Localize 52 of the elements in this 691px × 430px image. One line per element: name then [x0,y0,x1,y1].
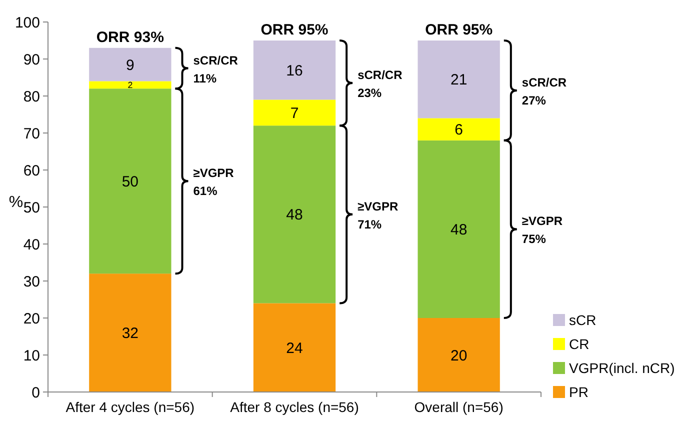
legend-label: sCR [569,312,596,328]
bar [89,88,172,274]
annotation: ORR 95% [425,22,493,38]
y-tick-label: 60 [23,162,40,180]
bar [418,118,500,140]
x-tick-label: After 8 cycles (n=56) [230,399,359,415]
y-axis-title: % [8,194,24,211]
data-label: 48 [450,221,468,238]
annotation: ORR 93% [96,28,164,46]
y-tick-label: 40 [23,236,40,254]
y-tick-label: 0 [32,384,40,402]
annotation: sCR/CR 23% [358,68,403,100]
y-tick-label: 70 [23,125,40,142]
y-tick-label: 20 [23,310,40,328]
bar [253,40,336,100]
x-tick-label: Overall (n=56) [414,399,504,415]
data-label: 21 [450,72,468,89]
data-label: 24 [286,340,303,357]
y-tick-label: 80 [23,88,40,106]
data-label: 7 [290,104,299,122]
legend-label: CR [569,336,590,352]
data-label: 6 [454,122,464,139]
bar [253,100,336,126]
data-label: 48 [286,206,303,224]
y-tick-label: 10 [23,347,40,364]
y-tick-label: 30 [23,273,40,290]
data-label: 9 [126,56,134,74]
bar [418,318,500,392]
x-tick-label: After 4 cycles (n=56) [66,399,195,415]
bar [89,48,172,82]
y-tick-label: 100 [14,14,40,32]
y-tick-label: 50 [23,199,40,216]
y-tick-label: 90 [23,51,40,68]
annotation: sCR/CR 27% [522,75,567,108]
bar [89,81,172,89]
legend-label: PR [569,384,588,400]
data-label: 16 [286,62,303,80]
data-label: 20 [450,347,468,364]
data-label: 50 [122,173,139,190]
bar [418,40,500,118]
bar [89,274,172,392]
annotation: ≥VGPR 75% [522,214,563,246]
bar [253,126,336,304]
annotation: sCR/CR 11% [193,53,238,86]
bar [253,303,336,392]
annotation: ≥VGPR 61% [193,166,234,198]
annotation: ORR 95% [260,22,328,38]
data-label: 2 [128,80,133,90]
bar [418,140,500,318]
data-label: 32 [122,325,139,342]
annotation: ≥VGPR 71% [358,199,399,232]
legend-label: VGPR(incl. nCR) [569,360,675,376]
